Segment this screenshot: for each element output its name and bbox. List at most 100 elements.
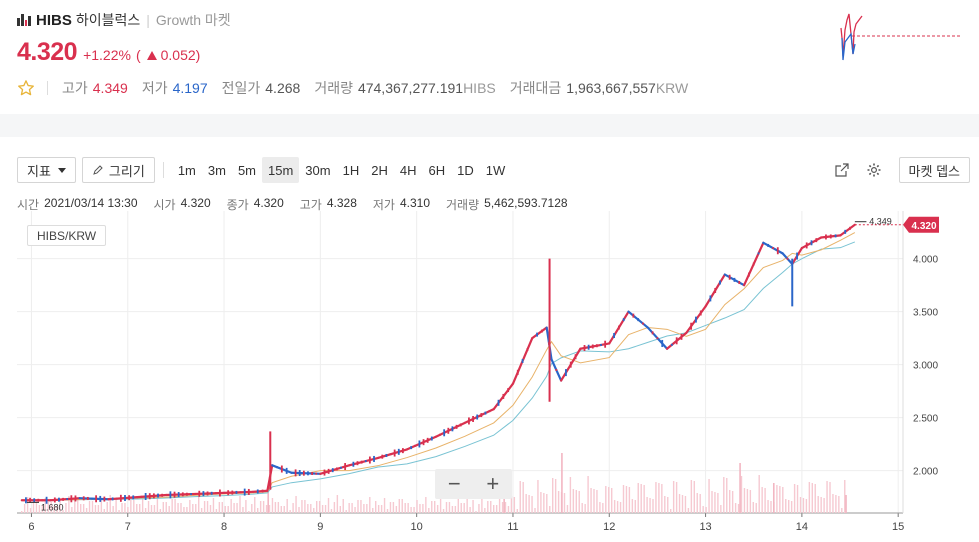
interval-tab-2h[interactable]: 2H xyxy=(371,162,388,178)
market-depth-button[interactable]: 마켓 뎁스 xyxy=(898,157,970,183)
volume-bar xyxy=(557,491,560,513)
candle xyxy=(738,281,741,285)
volume-bar xyxy=(44,498,46,513)
volume-bar xyxy=(195,504,197,513)
interval-tab-5m[interactable]: 5m xyxy=(237,162,256,178)
volume-bar xyxy=(646,497,648,513)
zoom-in-button[interactable]: + xyxy=(486,471,500,496)
indicator-dropdown[interactable]: 지표 xyxy=(17,157,76,183)
volume-bar xyxy=(608,487,610,513)
volume-bar xyxy=(377,505,380,513)
candle xyxy=(302,470,305,476)
candle xyxy=(439,433,441,436)
volume-bar xyxy=(838,496,840,513)
candle xyxy=(368,456,371,464)
interval-tab-4h[interactable]: 4H xyxy=(399,162,417,178)
candle xyxy=(443,429,446,437)
volume-bar xyxy=(21,511,23,513)
candle xyxy=(656,337,659,340)
candle xyxy=(555,368,558,371)
time-value: 2021/03/14 13:30 xyxy=(44,196,138,210)
zoom-out-button[interactable]: − xyxy=(447,471,461,496)
volume-bar xyxy=(442,509,445,513)
volume-bar xyxy=(619,502,622,513)
volume-spike xyxy=(845,495,847,513)
volume-bar xyxy=(670,509,672,513)
candle xyxy=(695,316,697,323)
volume-bar xyxy=(307,504,309,513)
candle xyxy=(540,329,543,333)
volume-bar xyxy=(112,506,114,513)
volume-bar xyxy=(481,497,483,513)
candle xyxy=(37,498,40,502)
favorite-star-icon[interactable] xyxy=(17,79,35,97)
interval-tab-1d[interactable]: 1D xyxy=(457,162,474,178)
candle xyxy=(595,344,598,348)
gear-icon[interactable] xyxy=(861,157,887,183)
candle xyxy=(521,358,524,363)
candle xyxy=(210,491,213,495)
candle xyxy=(565,369,567,377)
interval-tab-1h[interactable]: 1H xyxy=(342,162,360,178)
volume-bar xyxy=(805,499,808,513)
volume-bar xyxy=(554,479,557,513)
interval-tab-15m[interactable]: 15m xyxy=(262,157,300,183)
candle xyxy=(360,460,363,464)
volume-bar xyxy=(50,502,52,513)
volume-bar xyxy=(469,507,471,513)
candle xyxy=(699,310,702,316)
market-name: Growth 마켓 xyxy=(155,12,231,28)
candle xyxy=(144,492,147,500)
candle xyxy=(231,490,234,495)
volume-bar xyxy=(53,506,55,513)
candle xyxy=(103,496,106,502)
volume-bar xyxy=(271,498,274,513)
price-chart[interactable]: 2.000 2.500 3.000 3.500 4.000 6 7 8 9 10 11 12 13 14 1… xyxy=(0,211,979,542)
ohlc-volume-value: 5,462,593.7128 xyxy=(484,196,568,210)
current-price-tag xyxy=(903,216,939,233)
interval-tabs: 1m 3m 5m 15m 30m 1H 2H 4H 6H 1D 1W xyxy=(172,157,511,183)
volume-bar xyxy=(519,481,521,513)
candle xyxy=(41,499,44,502)
volume-bar xyxy=(737,504,740,513)
volume-bar xyxy=(667,497,669,513)
volume-bar xyxy=(534,508,536,513)
volume-bar xyxy=(330,509,333,513)
volume-bar xyxy=(764,488,766,513)
draw-button[interactable]: 그리기 xyxy=(81,157,155,183)
volume-bar xyxy=(23,504,26,513)
volume-bar xyxy=(605,486,607,513)
interval-tab-30m[interactable]: 30m xyxy=(305,162,331,178)
volume-bar xyxy=(525,494,527,513)
volume-bar xyxy=(758,475,760,513)
volume-bar xyxy=(419,504,421,513)
volume-bar xyxy=(817,496,819,513)
volume-bar xyxy=(133,500,135,513)
interval-tab-6h[interactable]: 6H xyxy=(428,162,446,178)
volume-bar xyxy=(29,508,32,513)
volume-bar xyxy=(218,502,221,513)
candle xyxy=(455,424,458,429)
volume-bar xyxy=(596,490,598,513)
interval-tab-1w[interactable]: 1W xyxy=(485,162,506,178)
volume-bar xyxy=(192,504,194,513)
volume-value: 474,367,277.191 xyxy=(357,80,464,96)
volume-bar xyxy=(708,479,710,513)
volume-bar xyxy=(224,506,226,513)
candle xyxy=(430,436,433,441)
candle xyxy=(484,411,487,415)
interval-tab-3m[interactable]: 3m xyxy=(207,162,226,178)
volume-bar xyxy=(386,509,389,513)
candle xyxy=(815,238,818,243)
volume-bar xyxy=(180,503,182,513)
candle xyxy=(805,242,808,249)
x-tick-label: 13 xyxy=(699,521,711,533)
volume-bar xyxy=(265,505,268,513)
volume-bar xyxy=(239,496,241,513)
volume-bar xyxy=(259,501,262,513)
volume-bar xyxy=(310,504,312,513)
interval-tab-1m[interactable]: 1m xyxy=(177,162,196,178)
high-label: 고가 xyxy=(62,80,88,96)
popout-icon[interactable] xyxy=(829,157,855,183)
candle xyxy=(709,295,712,302)
